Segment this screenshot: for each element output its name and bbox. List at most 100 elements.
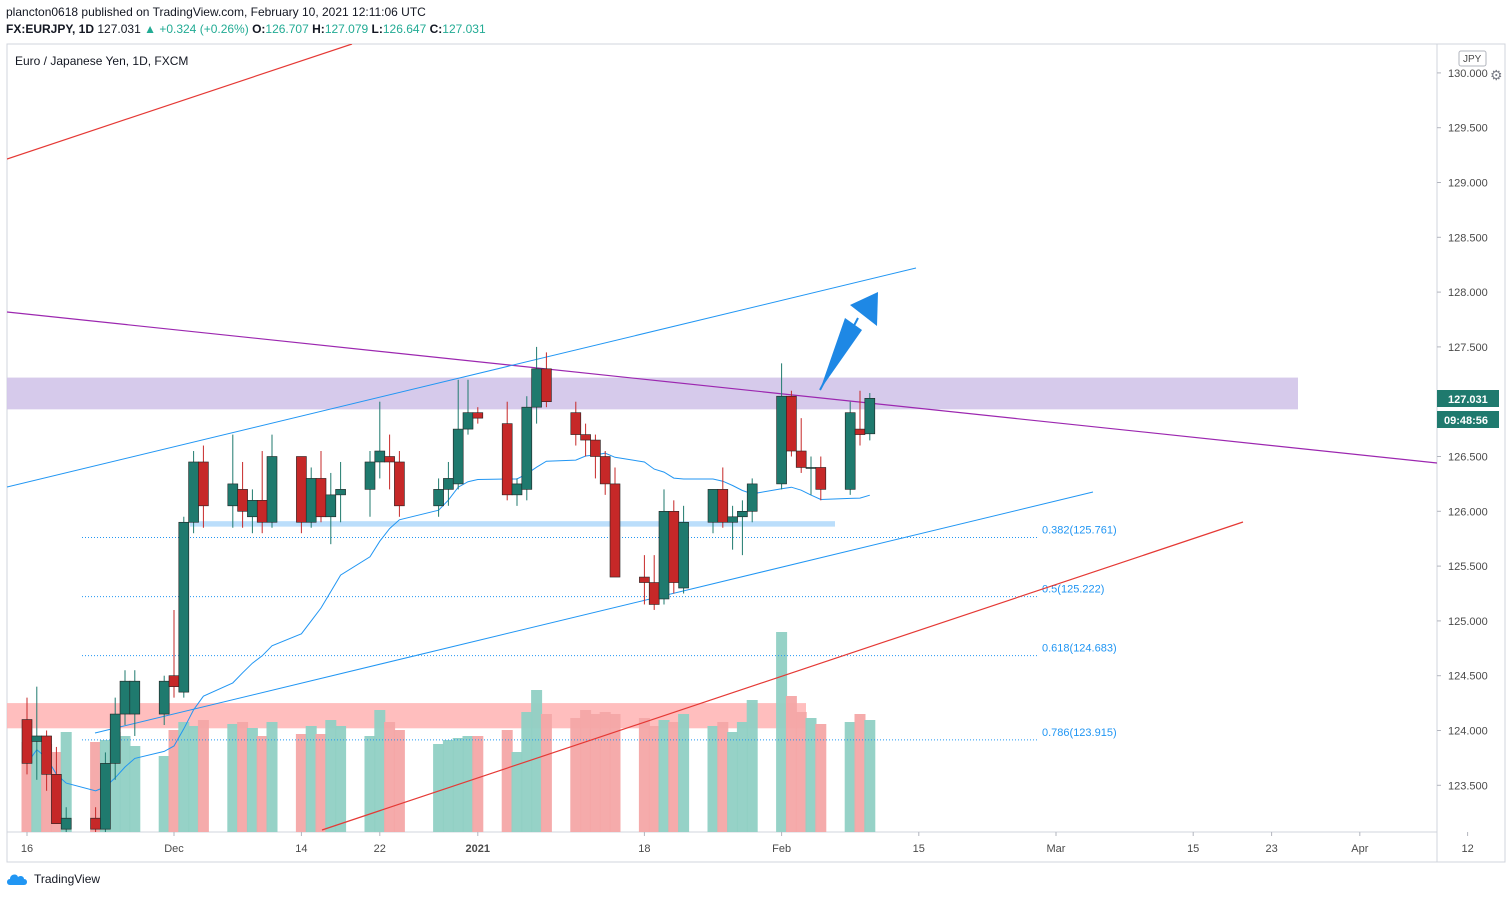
candle-body bbox=[815, 467, 827, 490]
open-label: O: bbox=[252, 22, 266, 36]
candle-body bbox=[668, 510, 680, 583]
channel-upper bbox=[7, 267, 917, 488]
candle bbox=[100, 752, 111, 832]
support-band bbox=[190, 521, 835, 527]
volume-bar bbox=[325, 720, 337, 832]
volume-bar bbox=[237, 722, 249, 832]
volume-bar bbox=[531, 690, 543, 832]
countdown-tag-box bbox=[1437, 411, 1499, 428]
trendline-purple bbox=[7, 311, 1437, 464]
candle-body bbox=[570, 412, 582, 435]
candle-body bbox=[727, 516, 738, 523]
candle-body bbox=[717, 489, 729, 523]
candle bbox=[805, 456, 817, 495]
y-tick-label: 125.500 bbox=[1448, 561, 1488, 573]
cloud-icon bbox=[7, 874, 27, 885]
last-price-tag: 127.031 bbox=[1448, 394, 1488, 406]
volume-bar bbox=[374, 710, 386, 832]
candle-body bbox=[227, 483, 239, 507]
chart-frame bbox=[6, 43, 1506, 863]
candle bbox=[462, 379, 474, 435]
candle bbox=[158, 675, 170, 726]
tradingview-logo[interactable]: TradingView bbox=[6, 872, 100, 886]
volume-bar bbox=[511, 752, 523, 832]
trendline-red-lower bbox=[321, 521, 1244, 831]
close-value: 127.031 bbox=[442, 22, 486, 36]
candle-body bbox=[501, 423, 513, 496]
y-tick-label: 124.500 bbox=[1448, 671, 1488, 683]
volume-bar bbox=[305, 726, 317, 832]
volume-bar bbox=[658, 720, 670, 832]
candle-body bbox=[746, 483, 758, 512]
last-price: 127.031 bbox=[97, 22, 141, 36]
candle bbox=[433, 478, 444, 517]
candle bbox=[168, 609, 180, 698]
x-tick-label: Dec bbox=[164, 843, 184, 855]
candle bbox=[256, 451, 268, 534]
candle bbox=[717, 467, 729, 528]
x-tick-label: 15 bbox=[1187, 843, 1199, 855]
volume-bar bbox=[795, 712, 807, 832]
volume-bar bbox=[785, 696, 797, 832]
symbol-line: FX:EURJPY, 1D 127.031 ▲ +0.324 (+0.26%) … bbox=[6, 22, 486, 36]
candle-body bbox=[737, 510, 748, 518]
candle-body bbox=[511, 483, 523, 496]
candle-body bbox=[844, 412, 856, 490]
volume-bar bbox=[707, 726, 719, 832]
volume-bar bbox=[805, 718, 817, 832]
fib-label: 0.382(125.761) bbox=[1042, 524, 1117, 536]
candle bbox=[51, 746, 62, 824]
candle bbox=[109, 697, 121, 780]
y-tick-label: 128.500 bbox=[1448, 232, 1488, 244]
candle-body bbox=[707, 489, 719, 523]
publisher-line: plancton0618 published on TradingView.co… bbox=[6, 5, 426, 19]
volume-bar bbox=[21, 742, 33, 832]
candle bbox=[864, 393, 876, 441]
volume-bar bbox=[178, 722, 190, 832]
volume-bar bbox=[570, 718, 582, 832]
volume-bar bbox=[589, 714, 601, 832]
volume-bar bbox=[501, 730, 513, 832]
arrow-body bbox=[820, 318, 862, 390]
candle-body bbox=[51, 774, 62, 824]
candle-body bbox=[472, 412, 484, 419]
y-tick-label: 126.500 bbox=[1448, 452, 1488, 464]
settings-icon: ⚙ bbox=[1490, 67, 1503, 83]
candle-body bbox=[658, 510, 670, 600]
candle bbox=[815, 456, 827, 501]
candle-body bbox=[158, 680, 170, 715]
candle-body bbox=[678, 521, 689, 589]
countdown-tag: 09:48:56 bbox=[1444, 415, 1488, 427]
plot-area: 0.382(125.761) 0.5(125.222) 0.618(124.683)… bbox=[7, 44, 1437, 832]
candle-body bbox=[599, 456, 611, 485]
volume-bar bbox=[815, 724, 827, 832]
candle-body bbox=[864, 398, 876, 435]
volume-bar bbox=[295, 734, 307, 832]
candle-body bbox=[443, 478, 454, 490]
currency-badge-box bbox=[1458, 50, 1487, 67]
candle bbox=[266, 434, 278, 528]
candle-body bbox=[364, 461, 376, 490]
volume-bar bbox=[246, 728, 258, 832]
volume-bar bbox=[580, 710, 592, 832]
volume-bar bbox=[384, 722, 396, 832]
candle bbox=[335, 461, 346, 523]
candle bbox=[541, 352, 552, 408]
candle bbox=[198, 445, 209, 528]
candle-body bbox=[786, 395, 797, 452]
candle-body bbox=[129, 680, 141, 715]
close-label: C: bbox=[429, 22, 443, 36]
y-tick-label: 126.000 bbox=[1448, 506, 1488, 518]
candle bbox=[501, 401, 513, 501]
candle-body bbox=[394, 461, 405, 507]
candle bbox=[678, 505, 689, 594]
candle-body bbox=[21, 719, 33, 764]
fib-label: 0.618(124.683) bbox=[1042, 643, 1117, 655]
volume-bar bbox=[129, 746, 141, 832]
volume-bar bbox=[854, 714, 866, 832]
candle-body bbox=[168, 675, 180, 687]
candle bbox=[511, 478, 523, 506]
volume-bar bbox=[364, 736, 376, 832]
volume-bar bbox=[472, 736, 484, 832]
